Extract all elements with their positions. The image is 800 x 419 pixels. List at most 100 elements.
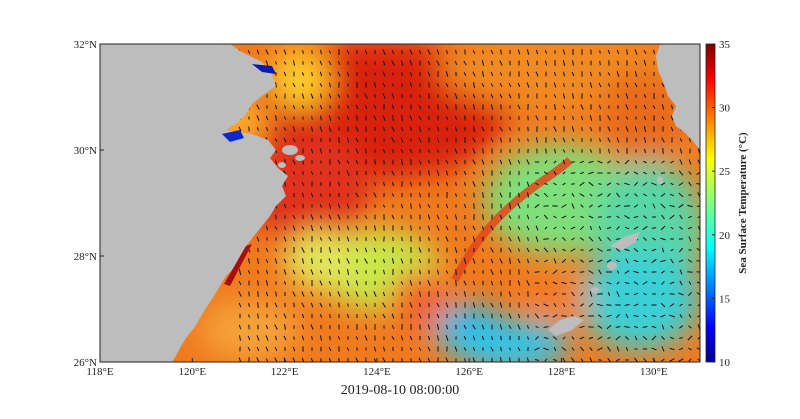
current-vector <box>651 248 657 252</box>
estuary-cold-patch <box>252 64 276 74</box>
current-vector <box>383 346 385 352</box>
current-vector <box>670 115 674 121</box>
current-vector <box>410 225 412 231</box>
current-vector <box>651 315 657 317</box>
current-vector <box>301 93 305 99</box>
current-vector <box>642 335 648 341</box>
current-vector <box>355 61 359 65</box>
current-vector <box>454 246 458 254</box>
current-vector <box>651 325 657 329</box>
current-vector <box>391 170 395 176</box>
current-vector <box>382 149 386 153</box>
current-vector <box>310 192 314 198</box>
current-vector <box>500 346 502 352</box>
current-vector <box>382 291 386 297</box>
current-vector <box>275 335 277 341</box>
current-vector <box>473 60 475 66</box>
current-vector <box>598 225 602 231</box>
current-vector <box>463 203 467 209</box>
current-vector <box>373 115 377 121</box>
current-vector <box>562 149 566 153</box>
current-vector <box>347 303 349 307</box>
current-vector <box>319 83 323 87</box>
current-vector <box>346 280 350 286</box>
current-vector <box>499 72 503 76</box>
current-vector <box>553 137 557 143</box>
current-vector <box>597 259 603 263</box>
current-vector <box>409 335 413 341</box>
current-vector <box>590 225 592 231</box>
current-vector <box>679 148 683 154</box>
current-vector <box>256 346 260 352</box>
current-vector <box>310 148 314 154</box>
current-vector <box>678 203 684 209</box>
current-vector <box>688 347 692 351</box>
current-vector <box>607 72 611 76</box>
current-vector <box>606 182 612 186</box>
current-vector <box>436 225 440 231</box>
current-vector <box>588 336 594 340</box>
current-vector <box>274 258 278 264</box>
current-vector <box>428 302 430 308</box>
current-vector <box>679 159 683 165</box>
current-vector <box>284 181 286 187</box>
current-vector <box>455 104 457 110</box>
current-vector <box>319 215 323 219</box>
current-vector <box>364 93 368 99</box>
current-vector <box>328 225 332 231</box>
lat-tick-label: 26°N <box>74 357 97 369</box>
current-vector <box>616 270 620 274</box>
current-vector <box>428 335 430 341</box>
current-vector <box>660 302 666 308</box>
current-vector <box>570 248 576 252</box>
current-vector <box>599 104 601 110</box>
current-vector <box>355 303 359 307</box>
current-vector <box>481 181 485 187</box>
current-vector <box>301 335 305 341</box>
current-vector <box>319 193 323 197</box>
current-vector <box>436 137 440 143</box>
current-vector <box>238 302 242 308</box>
current-vector <box>553 126 557 132</box>
current-vector <box>499 214 503 220</box>
current-vector <box>446 324 448 330</box>
current-vector <box>301 247 305 253</box>
current-vector <box>482 248 484 252</box>
current-vector <box>615 335 621 341</box>
current-vector <box>481 292 485 296</box>
current-vector <box>579 314 585 318</box>
current-vector <box>401 71 403 77</box>
current-vector <box>563 83 565 87</box>
current-vector <box>499 192 503 198</box>
current-vector <box>472 93 476 99</box>
current-vector <box>328 125 332 133</box>
current-vector <box>697 314 700 318</box>
current-vector <box>455 269 457 275</box>
current-vector <box>292 171 296 175</box>
current-vector <box>553 303 557 307</box>
current-vector <box>238 268 242 276</box>
current-vector <box>472 225 476 231</box>
current-vector <box>355 291 359 297</box>
current-vector <box>517 236 521 242</box>
current-vector <box>589 82 593 88</box>
current-vector <box>491 160 493 164</box>
current-vector <box>454 148 458 154</box>
current-vector <box>625 258 629 264</box>
current-vector <box>499 60 503 66</box>
current-vector <box>588 302 594 308</box>
current-vector <box>643 357 647 362</box>
current-vector <box>400 335 404 341</box>
current-vector <box>410 215 412 219</box>
current-vector <box>571 259 575 263</box>
current-vector <box>338 269 340 275</box>
current-vector <box>401 82 403 88</box>
current-vector <box>688 226 692 230</box>
current-vector <box>499 302 503 308</box>
current-vector <box>661 281 665 285</box>
current-vector <box>481 170 485 176</box>
current-vector <box>409 115 413 121</box>
current-vector <box>383 269 385 275</box>
current-vector <box>320 49 322 55</box>
current-vector <box>597 314 603 318</box>
